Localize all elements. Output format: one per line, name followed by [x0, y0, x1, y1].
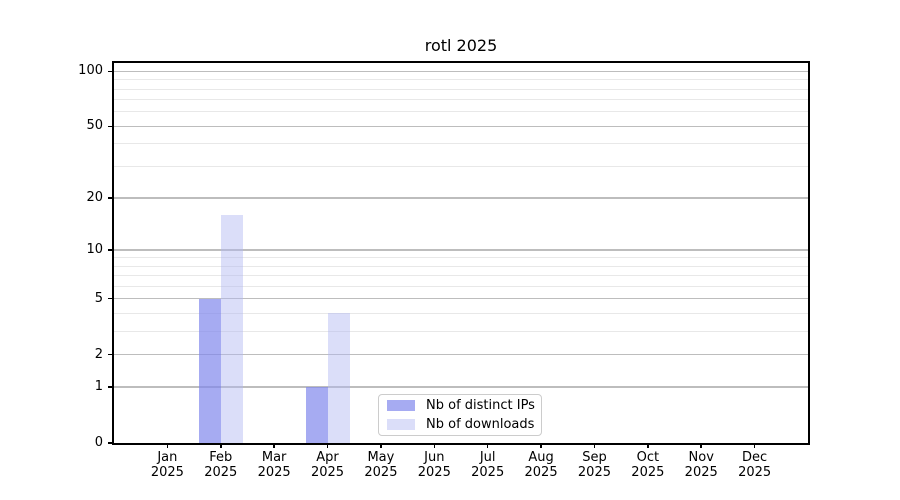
xtick-mark-sep — [593, 443, 596, 448]
xtick-label-apr: Apr 2025 — [310, 450, 345, 480]
gridline-major-5 — [114, 297, 808, 300]
legend-item-downloads: Nb of downloads — [387, 417, 541, 432]
legend-item-distinct-ips: Nb of distinct IPs — [387, 398, 541, 413]
gridline-minor-9 — [114, 257, 808, 259]
gridline-minor-8 — [114, 265, 808, 267]
xtick-label-jan: Jan 2025 — [150, 450, 184, 480]
xtick-label-oct: Oct 2025 — [631, 450, 665, 480]
gridline-major-50 — [114, 125, 808, 128]
xtick-mark-jul — [486, 443, 489, 448]
gridline-minor-4 — [114, 312, 808, 314]
ytick-mark-1 — [108, 386, 114, 388]
gridline-major-100 — [114, 70, 808, 73]
xtick-label-nov: Nov 2025 — [684, 450, 718, 480]
xtick-label-dec: Dec 2025 — [738, 450, 772, 480]
ytick-mark-10 — [108, 249, 114, 251]
xtick-mark-feb — [220, 443, 222, 448]
gridline-major-2 — [114, 353, 808, 356]
xtick-label-may: May 2025 — [364, 450, 398, 480]
gridline-minor-30 — [114, 165, 808, 167]
legend-swatch-distinct-ips — [387, 400, 415, 411]
xtick-mark-nov — [700, 443, 702, 448]
ytick-label-1: 1 — [94, 379, 103, 395]
legend-label-distinct-ips: Nb of distinct IPs — [426, 398, 535, 413]
ytick-label-20: 20 — [86, 189, 103, 205]
xtick-label-sep: Sep 2025 — [577, 450, 611, 480]
ytick-label-100: 100 — [78, 63, 103, 79]
plot-area: 0 1 2 5 10 20 50 100 Jan 2025 Feb 2025 Mar 2025 Apr 202… — [78, 61, 810, 480]
xtick-mark-jan — [166, 443, 169, 448]
xtick-mark-oct — [647, 443, 649, 448]
gridline-minor-90 — [114, 79, 808, 81]
xtick-label-feb: Feb 2025 — [204, 450, 238, 480]
bar-ips-feb — [198, 298, 221, 443]
gridline-major-1 — [114, 386, 808, 388]
ytick-mark-0 — [108, 442, 114, 444]
xtick-mark-aug — [540, 443, 542, 448]
ytick-label-2: 2 — [94, 346, 103, 362]
gridline-minor-3 — [114, 330, 808, 332]
xtick-mark-mar — [273, 443, 275, 448]
ytick-mark-2 — [108, 353, 114, 356]
xtick-mark-may — [380, 443, 382, 448]
legend: Nb of distinct IPs Nb of downloads — [378, 394, 542, 436]
legend-swatch-downloads — [387, 419, 415, 430]
gridline-minor-70 — [114, 99, 808, 101]
ytick-mark-20 — [108, 197, 114, 199]
gridline-minor-40 — [114, 143, 808, 145]
gridline-major-10 — [114, 249, 808, 251]
xtick-label-aug: Aug 2025 — [524, 450, 558, 480]
xtick-mark-dec — [753, 443, 756, 448]
bar-ips-apr — [305, 387, 328, 443]
xtick-label-mar: Mar 2025 — [257, 450, 291, 480]
gridline-minor-6 — [114, 285, 808, 287]
chart-title: rotl 2025 — [424, 36, 498, 55]
xtick-mark-jun — [433, 443, 436, 448]
legend-label-downloads: Nb of downloads — [426, 417, 535, 432]
bar-downloads-feb — [220, 214, 243, 443]
ytick-label-10: 10 — [86, 241, 103, 257]
xtick-label-jul: Jul 2025 — [471, 450, 505, 480]
bar-downloads-apr — [327, 313, 350, 443]
xtick-mark-apr — [326, 443, 329, 448]
gridline-minor-60 — [114, 111, 808, 113]
ytick-label-5: 5 — [94, 290, 103, 306]
ytick-mark-5 — [108, 297, 114, 300]
ytick-label-50: 50 — [86, 118, 103, 134]
ytick-mark-50 — [108, 125, 114, 128]
ytick-label-0: 0 — [94, 434, 103, 450]
ytick-mark-100 — [108, 70, 114, 73]
gridline-minor-80 — [114, 88, 808, 90]
gridline-minor-7 — [114, 275, 808, 277]
xtick-label-jun: Jun 2025 — [417, 450, 451, 480]
gridline-major-20 — [114, 197, 808, 199]
